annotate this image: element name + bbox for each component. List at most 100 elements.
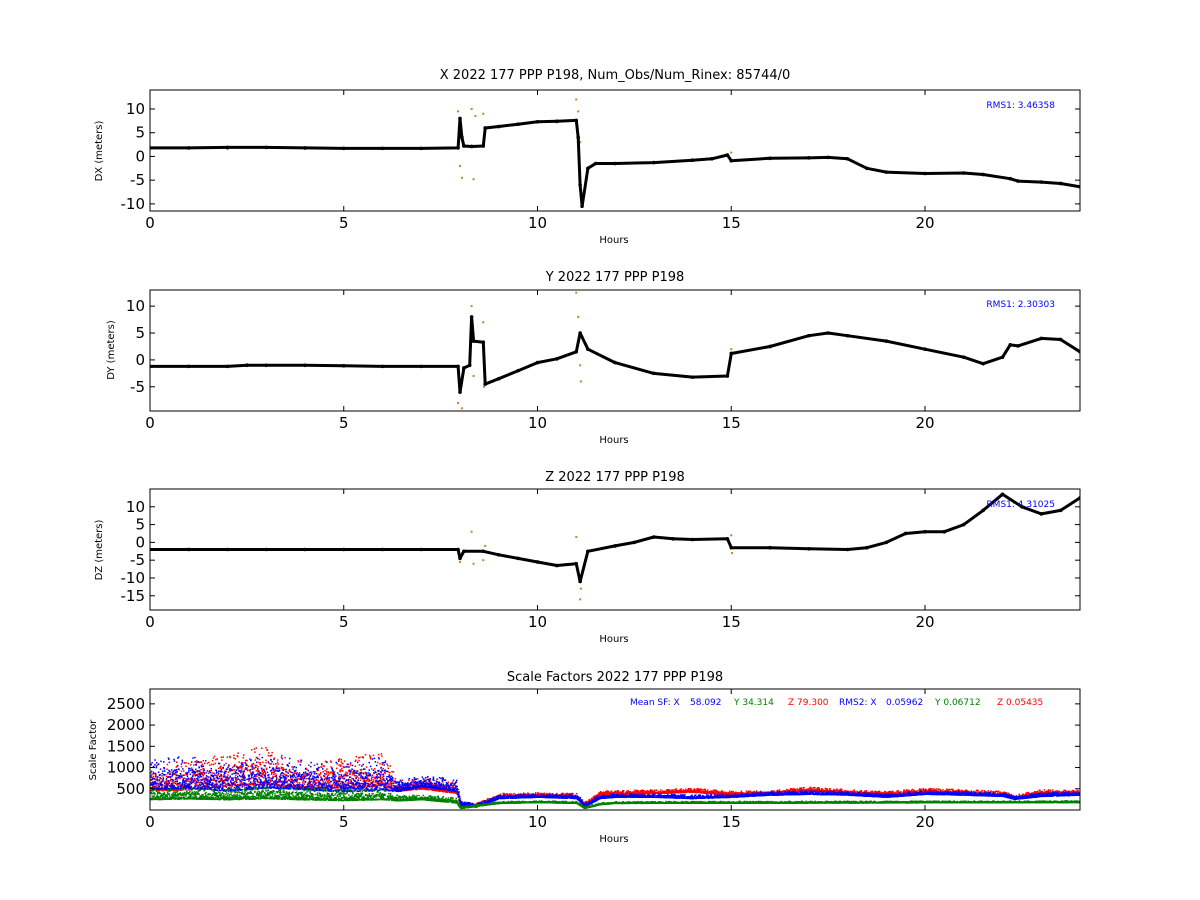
sf-point — [380, 778, 382, 780]
sf-point — [318, 773, 320, 776]
sf-point — [731, 790, 733, 793]
sf-point — [258, 782, 261, 784]
sf-point — [284, 780, 287, 782]
sf-point — [189, 782, 191, 785]
sf-point — [253, 767, 256, 770]
sf-point — [251, 766, 253, 768]
sf-point — [391, 771, 393, 773]
sf-point — [308, 785, 310, 787]
sf-point — [728, 790, 731, 792]
sf-point — [330, 761, 332, 763]
sf-point — [301, 775, 304, 777]
sf-point — [352, 772, 354, 775]
sf-point — [357, 777, 360, 779]
sf-point — [342, 763, 344, 765]
track-point — [613, 161, 617, 166]
sf-point — [198, 772, 200, 775]
sf-point — [234, 781, 236, 783]
track-point — [845, 547, 850, 552]
sf-point — [359, 756, 361, 759]
track-point — [574, 118, 579, 123]
track-point — [710, 157, 714, 161]
sf-point — [721, 790, 723, 792]
sf-point — [224, 784, 227, 786]
sf-point — [275, 784, 278, 786]
sf-point — [199, 782, 201, 784]
sf-point — [275, 781, 277, 783]
sf-point — [197, 773, 199, 775]
sf-point — [152, 773, 154, 775]
raw-point — [459, 560, 461, 563]
sf-point — [283, 768, 285, 771]
sf-point — [261, 747, 263, 749]
sf-point — [162, 776, 165, 779]
sf-point — [389, 782, 392, 784]
sf-point — [230, 784, 232, 786]
sf-point — [185, 773, 188, 776]
sf-point — [227, 774, 229, 776]
sf-point — [210, 769, 212, 772]
track-point — [651, 535, 656, 539]
track-point — [923, 171, 927, 176]
x-tick-label: 15 — [722, 414, 741, 432]
track-point — [483, 126, 487, 130]
sf-point — [392, 782, 394, 785]
sf-point — [356, 782, 359, 784]
sf-point — [356, 776, 358, 778]
sf-point — [300, 761, 302, 763]
sf-point — [171, 782, 174, 785]
sf-point — [362, 784, 364, 786]
sf-point — [229, 777, 231, 779]
sf-point — [221, 778, 224, 780]
track-point — [419, 364, 424, 369]
track-point — [729, 351, 734, 356]
sf-point — [251, 763, 253, 766]
sf-point — [276, 784, 278, 787]
sf-point — [178, 785, 181, 787]
sf-point — [330, 771, 333, 773]
sf-point — [283, 785, 285, 787]
sf-point — [801, 788, 804, 791]
y-tick-label: -5 — [130, 551, 145, 569]
raw-point — [482, 321, 485, 324]
sf-point — [345, 771, 347, 773]
sf-point — [627, 790, 630, 792]
sf-point — [358, 759, 360, 762]
sf-point — [159, 787, 161, 790]
panel-dx-xlabel: Hours — [599, 235, 628, 246]
sf-point — [271, 751, 273, 754]
sf-point — [295, 772, 297, 774]
track-point — [225, 145, 230, 150]
sf-point — [176, 761, 178, 763]
sf-point — [281, 754, 283, 757]
sf-point — [339, 771, 341, 773]
sf-point — [226, 778, 229, 780]
sf-point — [356, 783, 359, 785]
track-point — [768, 344, 772, 349]
sf-point — [170, 773, 172, 775]
sf-point — [791, 788, 793, 790]
sf-point — [381, 781, 383, 783]
sf-point — [222, 785, 224, 788]
track-point — [462, 144, 466, 148]
sf-point — [563, 793, 566, 795]
sf-point — [180, 789, 182, 791]
sf-point — [261, 769, 263, 771]
sf-point — [169, 772, 171, 774]
sf-point — [324, 787, 327, 789]
sf-point — [270, 754, 273, 757]
sf-point — [386, 763, 388, 765]
sf-point — [323, 787, 326, 789]
sf-point — [327, 771, 330, 773]
track-point — [380, 547, 385, 552]
track-point — [725, 153, 730, 157]
sf-point — [284, 784, 287, 787]
sf-point — [824, 787, 827, 790]
sf-point — [354, 786, 356, 788]
sf-point — [352, 769, 355, 772]
sf-point — [370, 778, 373, 780]
sf-point — [371, 774, 374, 776]
sf-point — [308, 776, 311, 779]
track-point — [725, 537, 730, 541]
